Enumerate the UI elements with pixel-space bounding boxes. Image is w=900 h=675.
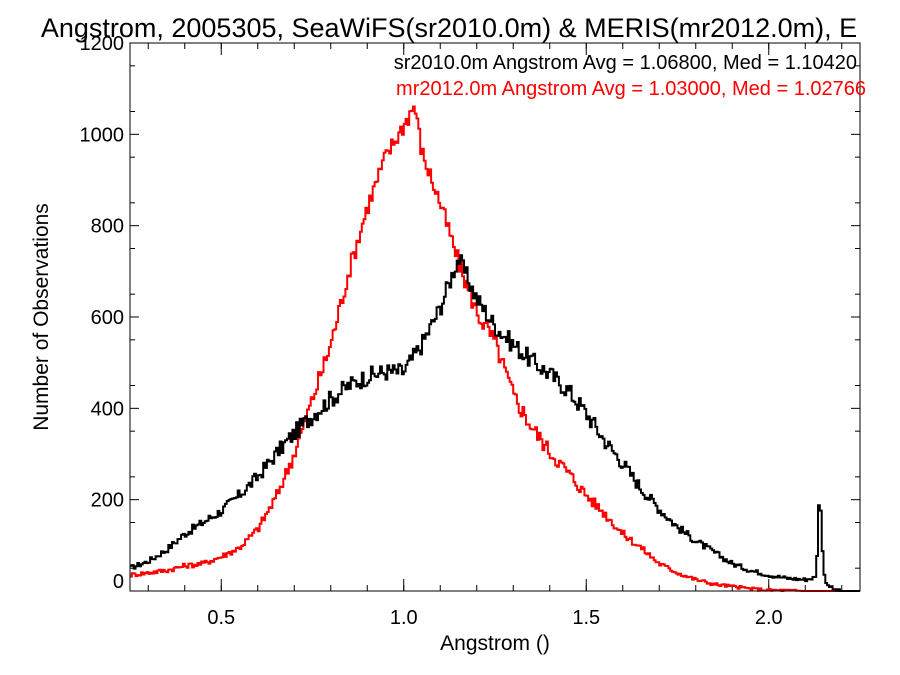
plot-frame (129, 42, 861, 592)
x-tick-label-3: 2.0 (755, 607, 783, 629)
y-tick-label-2: 400 (91, 398, 124, 420)
y-tick-label-6: 1200 (80, 33, 125, 55)
legend-entry-sr2010: sr2010.0m Angstrom Avg = 1.06800, Med = … (394, 52, 857, 74)
legend-entry-mr2012: mr2012.0m Angstrom Avg = 1.03000, Med = … (396, 78, 866, 100)
series-line-1 (130, 105, 860, 592)
x-axis-ticks: 0.5 1.0 1.5 2.0 (147, 43, 843, 629)
y-axis-label: Number of Observations (30, 203, 53, 431)
x-tick-label-1: 1.0 (390, 607, 418, 629)
x-tick-label-0: 0.5 (207, 607, 235, 629)
series-layer (130, 105, 860, 592)
x-axis-label: Angstrom () (440, 632, 550, 655)
y-tick-label-4: 800 (91, 216, 124, 238)
series-line-0 (130, 254, 860, 592)
y-axis-ticks: 0 200 400 600 800 1000 1200 (80, 33, 860, 593)
y-tick-label-5: 1000 (80, 124, 125, 146)
chart-title: Angstrom, 2005305, SeaWiFS(sr2010.0m) & … (41, 13, 857, 43)
y-tick-label-3: 600 (91, 307, 124, 329)
y-tick-label-0: 0 (113, 571, 124, 593)
y-tick-label-1: 200 (91, 490, 124, 512)
x-tick-label-2: 1.5 (572, 607, 600, 629)
